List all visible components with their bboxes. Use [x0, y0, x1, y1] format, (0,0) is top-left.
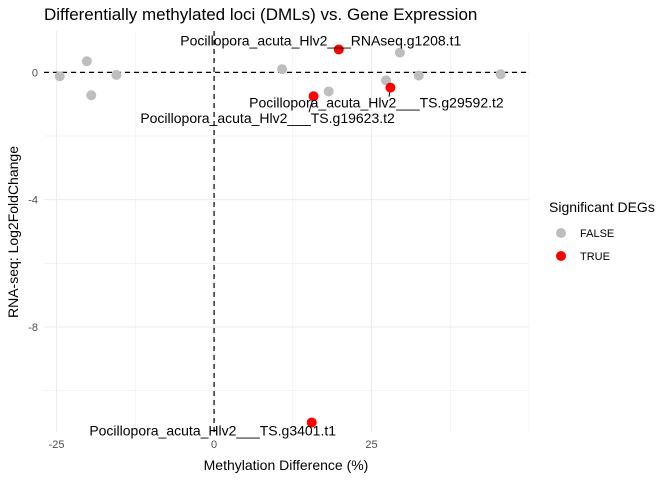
chart-title: Differentially methylated loci (DMLs) vs…: [44, 5, 477, 24]
legend-key-true: [556, 251, 566, 261]
data-point-true: [306, 417, 317, 428]
x-axis-title: Methylation Difference (%): [204, 457, 369, 473]
gene-label: Pocillopora_acuta_Hlv2___TS.g3401.t1: [89, 422, 336, 438]
legend-title: Significant DEGs: [549, 199, 655, 215]
y-tick-label: 0: [32, 67, 38, 79]
data-point-true: [333, 44, 344, 55]
data-point-false: [381, 75, 392, 86]
legend-label-false: FALSE: [580, 228, 614, 240]
data-point-false: [323, 86, 334, 97]
data-point-true: [308, 91, 319, 102]
gene-label: Pocillopora_acuta_Hlv2___TS.g19623.t2: [140, 110, 395, 126]
reference-lines: [44, 31, 529, 432]
grid: [44, 31, 530, 432]
x-tick-label: -25: [49, 439, 65, 451]
x-tick-label: 25: [365, 439, 377, 451]
point-labels: Pocillopora_acuta_Hlv2___TS.g19623.t2Poc…: [89, 32, 504, 438]
data-point-false: [394, 47, 405, 58]
gene-label: Pocillopora_acuta_Hlv2___TS.g29592.t2: [249, 95, 504, 111]
data-point-false: [111, 69, 122, 80]
legend-label-true: TRUE: [580, 251, 610, 263]
legend-key-false: [556, 228, 566, 238]
x-tick-label: 0: [211, 439, 217, 451]
data-point-false: [277, 64, 288, 75]
data-point-false: [495, 69, 506, 80]
data-point-true: [385, 82, 396, 93]
data-point-false: [86, 90, 97, 101]
gene-label: Pocillopora_acuta_Hlv2___RNAseq.g1208.t1: [180, 32, 461, 48]
data-points: [54, 44, 506, 428]
y-tick-label: -4: [28, 195, 38, 207]
y-axis-title: RNA-seq: Log2FoldChange: [5, 146, 21, 318]
data-point-false: [413, 70, 424, 81]
data-point-false: [81, 56, 92, 67]
y-tick-label: -8: [28, 322, 38, 334]
data-point-false: [54, 71, 65, 82]
tick-labels: -25 0 25 0 -4 -8: [28, 67, 377, 451]
legend: Significant DEGs FALSE TRUE: [549, 199, 655, 263]
